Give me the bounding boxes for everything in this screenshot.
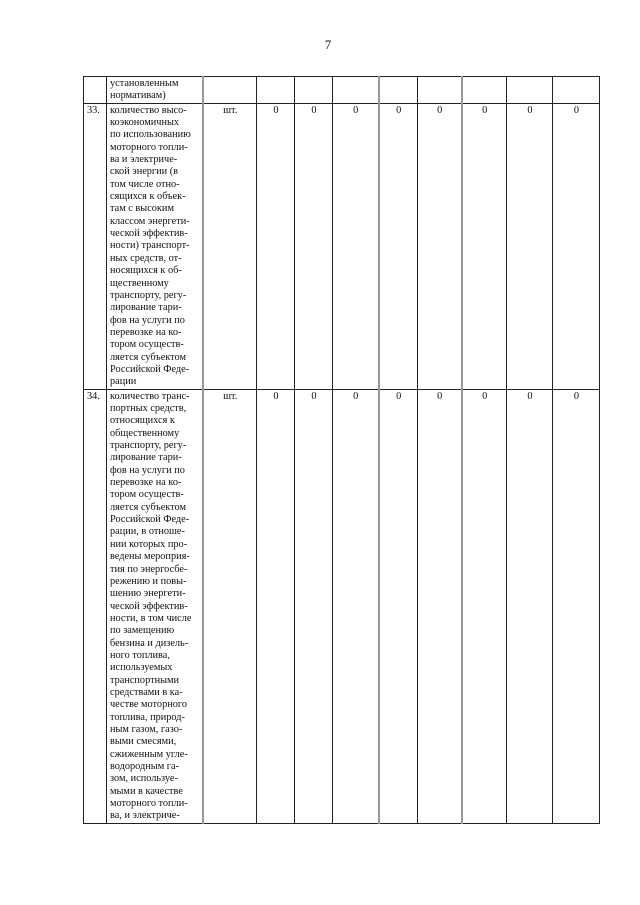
description-line: по использованию bbox=[110, 129, 191, 141]
value-cell: 0 bbox=[460, 388, 507, 824]
description-line: транспорту, регу- bbox=[110, 289, 187, 301]
description-line: количество транс- bbox=[110, 390, 190, 402]
description-line: ской энергии (в bbox=[110, 166, 179, 178]
description-line: ляется субъектом bbox=[110, 501, 186, 513]
description-line: сящихся к объек- bbox=[110, 191, 186, 203]
description-line: там с высоким bbox=[110, 203, 174, 215]
description-line: Российской Феде- bbox=[110, 363, 190, 375]
value-cell bbox=[552, 76, 600, 104]
description-line: ческой эффектив- bbox=[110, 600, 188, 612]
description-line: ва и электриче- bbox=[110, 154, 178, 166]
description-line: выми смесями, bbox=[110, 736, 177, 748]
description-line: используемых bbox=[110, 662, 173, 674]
value-cell: 0 bbox=[256, 388, 295, 824]
description-line: щественному bbox=[110, 277, 169, 289]
value-cell: 0 bbox=[294, 388, 333, 824]
description-line: тором осуществ- bbox=[110, 489, 184, 501]
value-cell bbox=[417, 76, 462, 104]
value-cell: 0 bbox=[460, 102, 507, 390]
description-line: нии которых про- bbox=[110, 538, 188, 550]
value-cell bbox=[294, 76, 333, 104]
description-line: количество высо- bbox=[110, 104, 187, 116]
indicators-table: установленным нормативам) 33. количество вы… bbox=[83, 76, 600, 824]
description-line: Российской Феде- bbox=[110, 514, 190, 526]
value-cell: 0 bbox=[552, 388, 600, 824]
description-line: портных средств, bbox=[110, 403, 187, 415]
description-line: лирование тари- bbox=[110, 302, 182, 314]
description-line: ным газом, газо- bbox=[110, 723, 183, 735]
description-line: ности) транспорт- bbox=[110, 240, 190, 252]
description-line: по замещению bbox=[110, 625, 175, 637]
value-cell: 0 bbox=[552, 102, 600, 390]
description-line: коэкономичных bbox=[110, 117, 180, 129]
description-line: ческой эффектив- bbox=[110, 228, 188, 240]
description-line: транспорту, регу- bbox=[110, 440, 187, 452]
description-line: общественному bbox=[110, 427, 180, 439]
value-cell: 0 bbox=[506, 388, 553, 824]
description-line: тия по энергосбе- bbox=[110, 563, 188, 575]
description-line: рации, в отноше- bbox=[110, 526, 185, 538]
description-line: транспортными bbox=[110, 674, 180, 686]
description-line: тором осуществ- bbox=[110, 339, 184, 351]
row-number: 34. bbox=[83, 388, 107, 824]
description-line: носящихся к об- bbox=[110, 265, 182, 277]
description-line: лирование тари- bbox=[110, 452, 182, 464]
table-row: установленным нормативам) bbox=[83, 76, 600, 104]
description-line: ляется субъектом bbox=[110, 351, 186, 363]
description-line: перевозке на ко- bbox=[110, 326, 182, 338]
description-line: установленным bbox=[110, 78, 179, 89]
row-description: установленным нормативам) bbox=[106, 76, 203, 104]
description-line: перевозке на ко- bbox=[110, 477, 182, 489]
value-cell: 0 bbox=[294, 102, 333, 390]
description-line: нормативам) bbox=[110, 90, 166, 102]
description-line: режению и повы- bbox=[110, 575, 187, 587]
value-cell: 0 bbox=[417, 388, 462, 824]
value-cell: 0 bbox=[377, 102, 418, 390]
description-line: средствами в ка- bbox=[110, 686, 183, 698]
description-line: ведены мероприя- bbox=[110, 551, 190, 563]
value-cell bbox=[377, 76, 418, 104]
description-line: моторного топли- bbox=[110, 798, 188, 810]
value-cell bbox=[332, 76, 379, 104]
row-number bbox=[83, 76, 107, 104]
value-cell bbox=[506, 76, 553, 104]
description-line: ва, и электриче- bbox=[110, 810, 180, 822]
value-cell: 0 bbox=[417, 102, 462, 390]
description-line: относящихся к bbox=[110, 415, 175, 427]
value-cell bbox=[460, 76, 507, 104]
description-line: ного топлива, bbox=[110, 649, 170, 661]
description-line: фов на услуги по bbox=[110, 314, 185, 326]
value-cell: 0 bbox=[332, 388, 379, 824]
description-line: честве моторного bbox=[110, 699, 187, 711]
value-cell: 0 bbox=[256, 102, 295, 390]
value-cell: 0 bbox=[377, 388, 418, 824]
description-line: ности, в том числе bbox=[110, 612, 192, 624]
description-line: водородным га- bbox=[110, 761, 180, 772]
value-cell: 0 bbox=[506, 102, 553, 390]
unit-cell bbox=[201, 76, 257, 104]
description-line: сжиженным угле- bbox=[110, 748, 188, 760]
description-line: топлива, природ- bbox=[110, 711, 185, 723]
row-description: количество транс-портных средств, относящ… bbox=[106, 388, 203, 824]
description-line: том числе отно- bbox=[110, 178, 180, 190]
page-number: 7 bbox=[324, 37, 332, 52]
unit-cell: шт. bbox=[201, 388, 257, 824]
row-number: 33. bbox=[83, 102, 107, 390]
description-line: рации bbox=[110, 376, 137, 388]
description-line: ных средств, от- bbox=[110, 252, 182, 264]
value-cell bbox=[256, 76, 295, 104]
description-line: классом энергети- bbox=[110, 215, 190, 227]
value-cell: 0 bbox=[332, 102, 379, 390]
description-line: бензина и дизель- bbox=[110, 637, 189, 649]
row-description: количество высо-коэкономичных по использо… bbox=[106, 102, 203, 390]
description-line: моторного топли- bbox=[110, 141, 188, 153]
description-line: зом, используе- bbox=[110, 773, 178, 785]
table-row: 33. количество высо-коэкономичных по испол… bbox=[83, 102, 600, 390]
description-line: фов на услуги по bbox=[110, 464, 185, 476]
unit-cell: шт. bbox=[201, 102, 257, 390]
description-line: шению энергети- bbox=[110, 588, 186, 600]
description-line: мыми в качестве bbox=[110, 785, 183, 797]
table-row: 34. количество транс-портных средств, отно… bbox=[83, 388, 600, 824]
